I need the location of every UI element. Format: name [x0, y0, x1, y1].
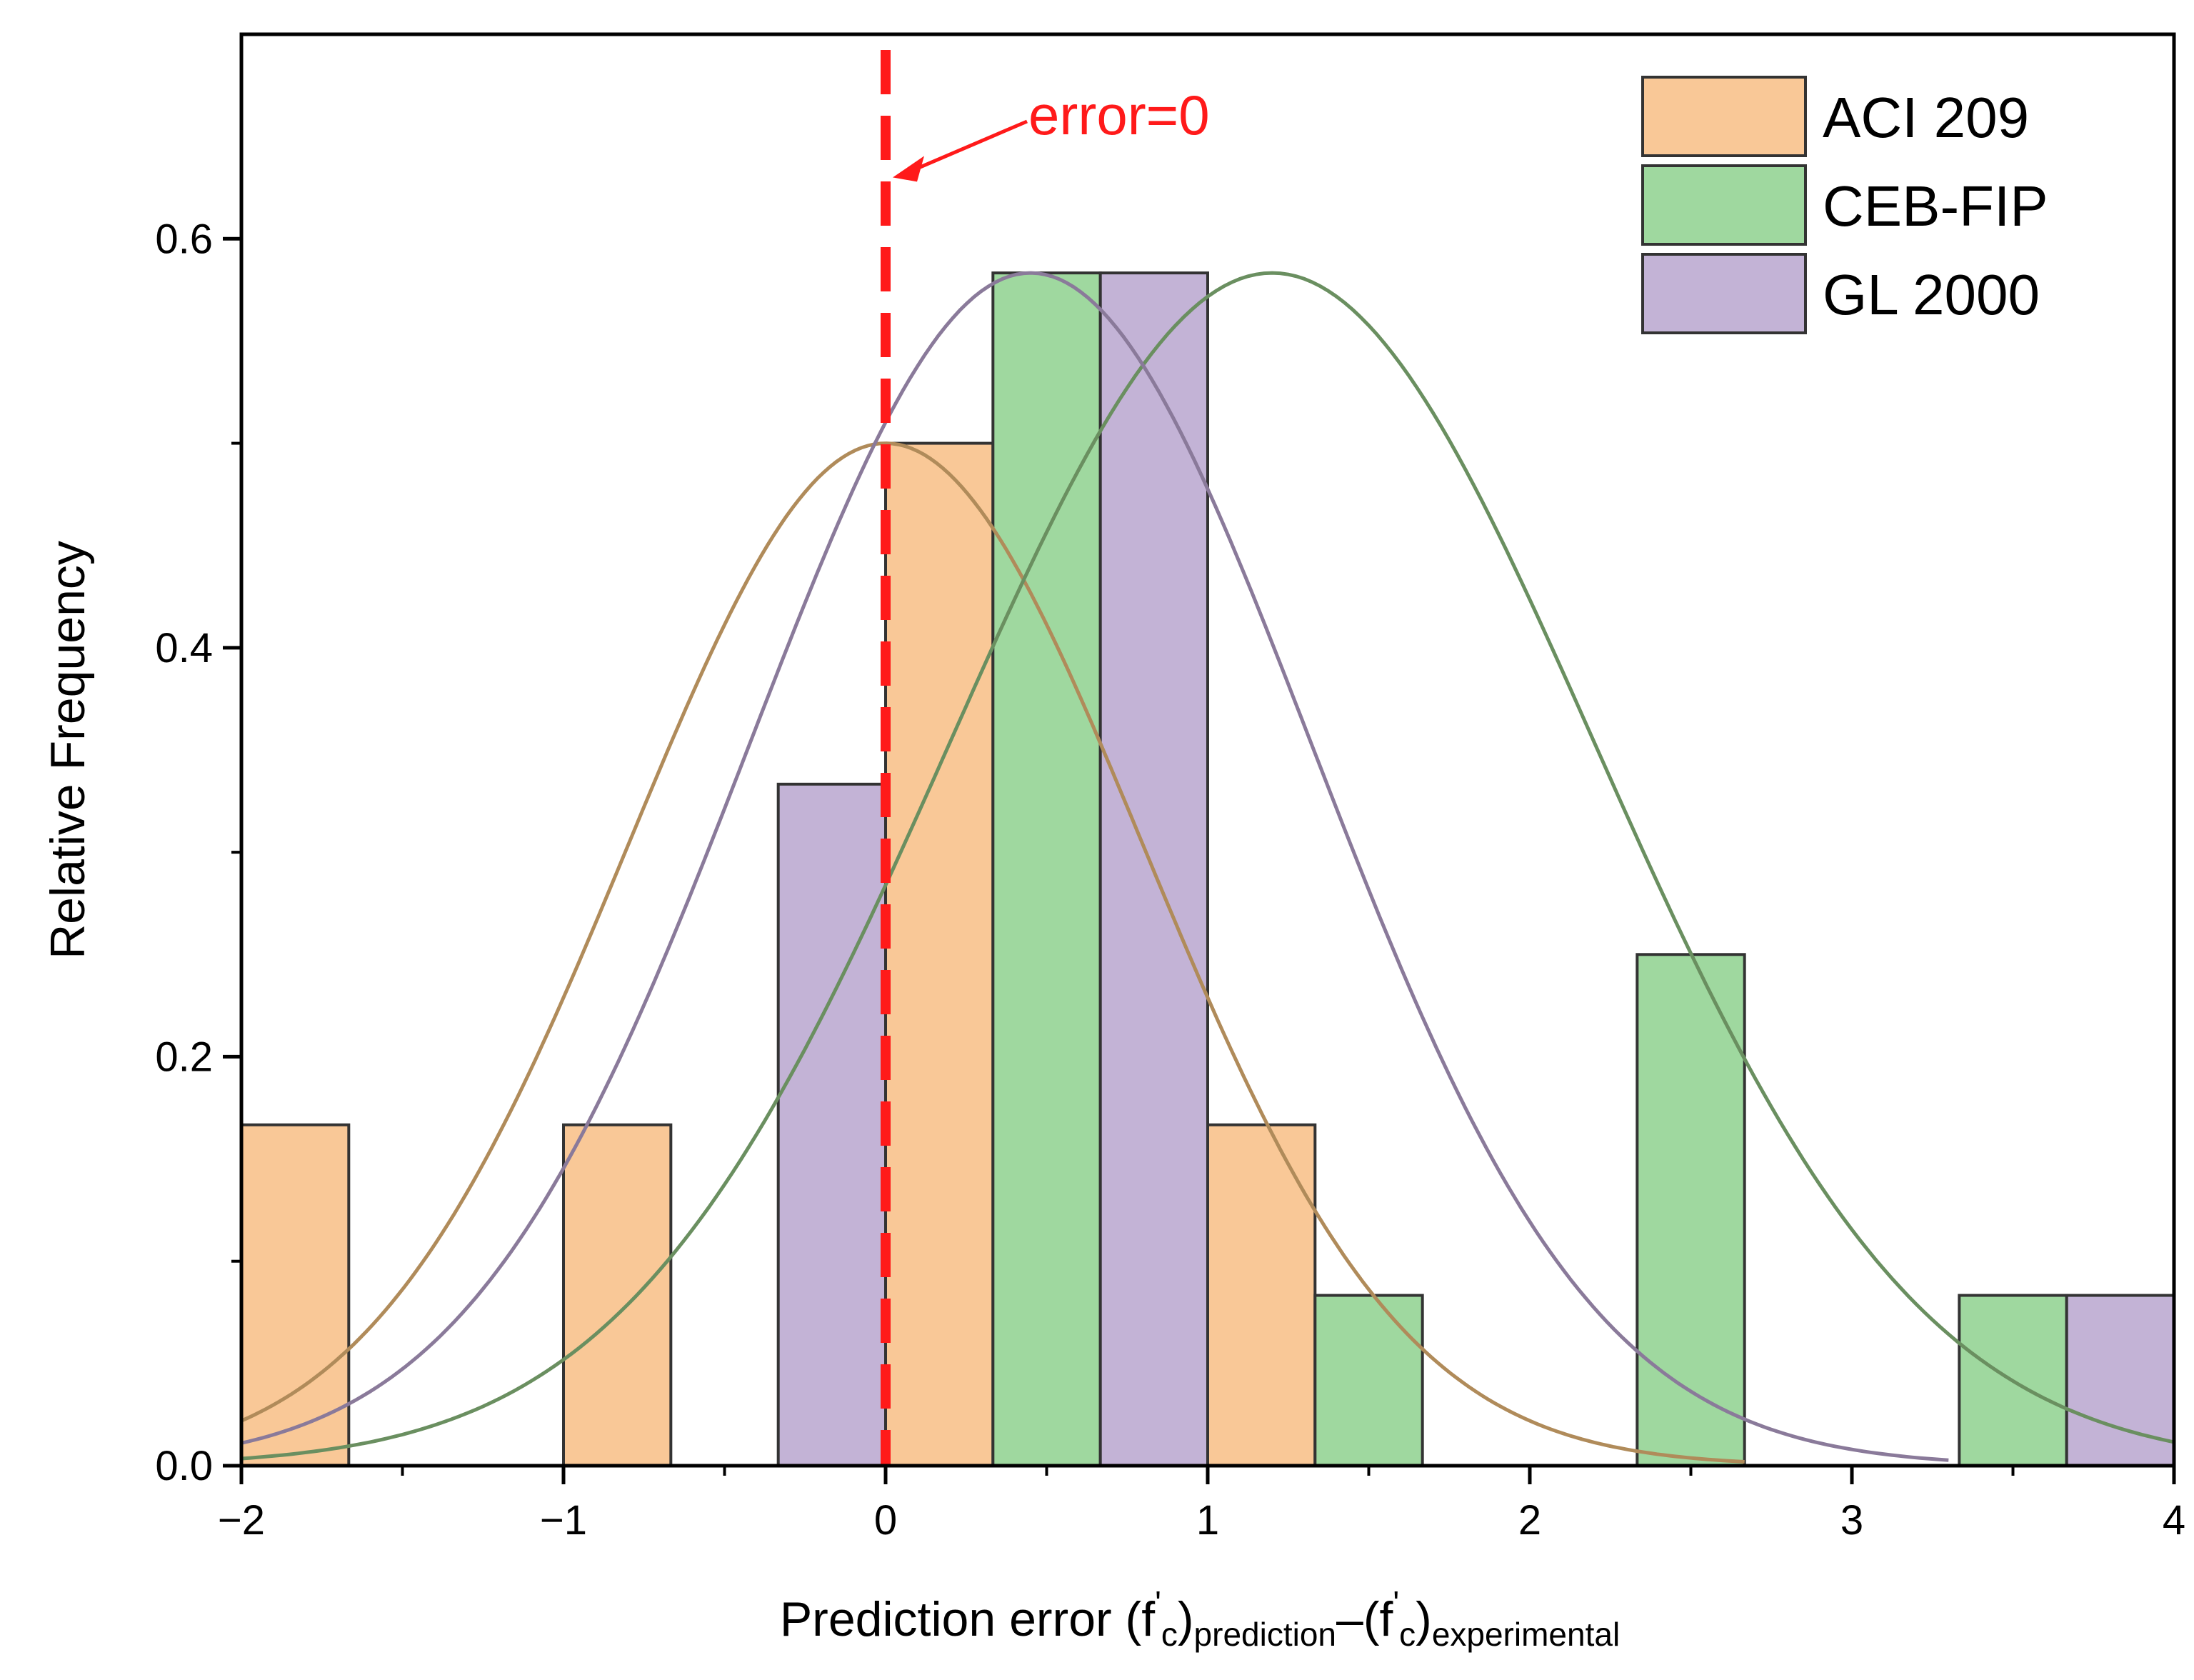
x-tick-label: −1 [540, 1497, 587, 1544]
y-tick-label: 0.2 [155, 1034, 213, 1080]
bar-ceb-fip-0 [991, 271, 1102, 1467]
bars-layer [240, 271, 2175, 1468]
legend-swatch-aci-209 [1641, 76, 1807, 157]
bar-ceb-fip-1 [1313, 1294, 1424, 1468]
legend-label: ACI 209 [1823, 86, 2029, 149]
legend: ACI 209 CEB-FIP GL 2000 [1641, 76, 2048, 334]
curves-layer [240, 271, 2175, 1464]
bar-ceb-fip-2 [1636, 953, 1746, 1468]
x-tick-label: 2 [1518, 1497, 1541, 1544]
ticks-layer: −2 −1 0 1 2 3 4 0.0 0.2 0.4 0.6 [155, 216, 2185, 1544]
annotation-arrow-shaft [912, 119, 1028, 172]
y-axis-title: Relative Frequency [41, 541, 95, 959]
x-tick-label: 4 [2163, 1497, 2185, 1544]
annotation-arrow-head [893, 156, 924, 182]
x-tick-label: 0 [874, 1497, 897, 1544]
legend-swatch-gl-2000 [1641, 253, 1807, 334]
x-axis-title: Prediction error (f'c)prediction–(f'c)ex… [780, 1584, 1620, 1653]
curve-aci-209 [240, 441, 1745, 1464]
zero-error-line-layer [881, 50, 1028, 1466]
bar-aci-209-2 [884, 441, 995, 1467]
y-tick-label: 0.0 [155, 1443, 213, 1489]
bar-aci-209-0 [240, 1123, 351, 1467]
y-tick-label: 0.6 [155, 216, 213, 262]
x-tick-label: 1 [1196, 1497, 1219, 1544]
legend-swatch-ceb-fip [1641, 164, 1807, 246]
x-tick-label: 3 [1840, 1497, 1863, 1544]
curve-gl-2000 [241, 271, 1949, 1462]
bar-gl-2000-0 [776, 782, 887, 1467]
error-zero-annotation: error=0 [1028, 84, 1210, 146]
bar-aci-209-1 [562, 1123, 673, 1467]
legend-label: GL 2000 [1823, 263, 2040, 326]
curve-ceb-fip [241, 271, 2175, 1461]
x-tick-label: −2 [218, 1497, 265, 1544]
legend-label: CEB-FIP [1823, 174, 2048, 238]
y-tick-label: 0.4 [155, 625, 213, 671]
bar-aci-209-3 [1206, 1123, 1317, 1467]
